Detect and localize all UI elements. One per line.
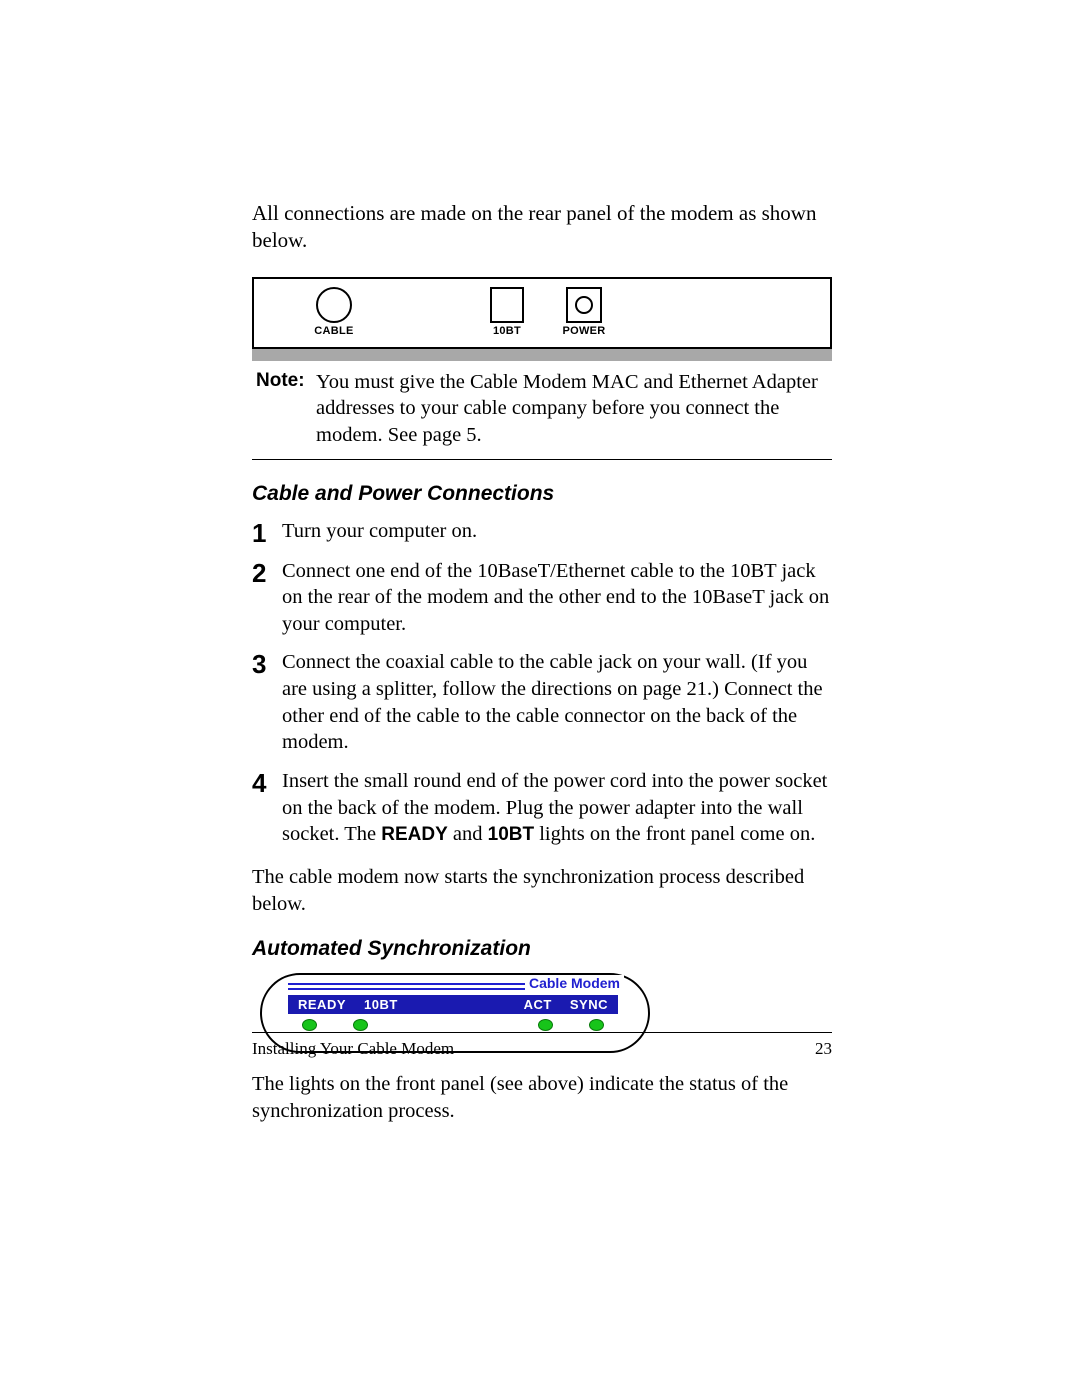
heading-auto-sync: Automated Synchronization (252, 937, 832, 961)
port-cable: CABLE (309, 287, 359, 337)
port-10bt-label: 10BT (482, 325, 532, 337)
cable-connector-icon (316, 287, 352, 323)
step-4: 4 Insert the small round end of the powe… (252, 768, 832, 848)
led-ready-icon (302, 1019, 317, 1031)
step-text: Connect the coaxial cable to the cable j… (282, 649, 832, 756)
footer-page-number: 23 (815, 1039, 832, 1059)
led-label-10bt: 10BT (364, 997, 398, 1012)
port-10bt: 10BT (482, 287, 532, 337)
step4-post: lights on the front panel come on. (534, 823, 815, 845)
note-label: Note: (256, 369, 316, 449)
heading-cable-power: Cable and Power Connections (252, 482, 832, 506)
power-socket-icon (566, 287, 602, 323)
steps-list: 1 Turn your computer on. 2 Connect one e… (252, 518, 832, 848)
led-sync-icon (589, 1019, 604, 1031)
step-3: 3 Connect the coaxial cable to the cable… (252, 649, 832, 756)
port-cable-label: CABLE (309, 325, 359, 337)
led-label-ready: READY (298, 997, 346, 1012)
ethernet-jack-icon (490, 287, 524, 323)
led-label-sync: SYNC (570, 997, 608, 1012)
sync-intro-text: The cable modem now starts the synchroni… (252, 864, 832, 917)
note-box: Note: You must give the Cable Modem MAC … (252, 361, 832, 460)
step-number: 3 (252, 649, 282, 756)
step-2: 2 Connect one end of the 10BaseT/Etherne… (252, 558, 832, 638)
step4-mid: and (448, 823, 488, 845)
step-text: Turn your computer on. (282, 518, 832, 546)
led-10bt-icon (353, 1019, 368, 1031)
step-number: 4 (252, 768, 282, 848)
front-panel-labelbar: READY 10BT ACT SYNC (288, 995, 618, 1014)
step-text: Connect one end of the 10BaseT/Ethernet … (282, 558, 832, 638)
front-panel-lights (288, 1019, 618, 1031)
port-power: POWER (559, 287, 609, 337)
step-number: 2 (252, 558, 282, 638)
page-footer: Installing Your Cable Modem 23 (252, 1032, 832, 1059)
step4-bold2: 10BT (488, 824, 534, 845)
footer-chapter: Installing Your Cable Modem (252, 1039, 454, 1059)
led-act-icon (538, 1019, 553, 1031)
note-text: You must give the Cable Modem MAC and Et… (316, 369, 828, 449)
diagram-base-band (252, 349, 832, 361)
step-text: Insert the small round end of the power … (282, 768, 832, 848)
intro-text: All connections are made on the rear pan… (252, 200, 832, 255)
rear-panel-diagram: CABLE 10BT POWER (252, 277, 832, 349)
step-1: 1 Turn your computer on. (252, 518, 832, 546)
footer-rule (252, 1032, 832, 1033)
closing-text: The lights on the front panel (see above… (252, 1071, 832, 1124)
step-number: 1 (252, 518, 282, 546)
led-label-act: ACT (524, 997, 552, 1012)
step4-bold1: READY (381, 824, 448, 845)
front-panel-brand: Cable Modem (525, 975, 624, 991)
port-power-label: POWER (559, 325, 609, 337)
